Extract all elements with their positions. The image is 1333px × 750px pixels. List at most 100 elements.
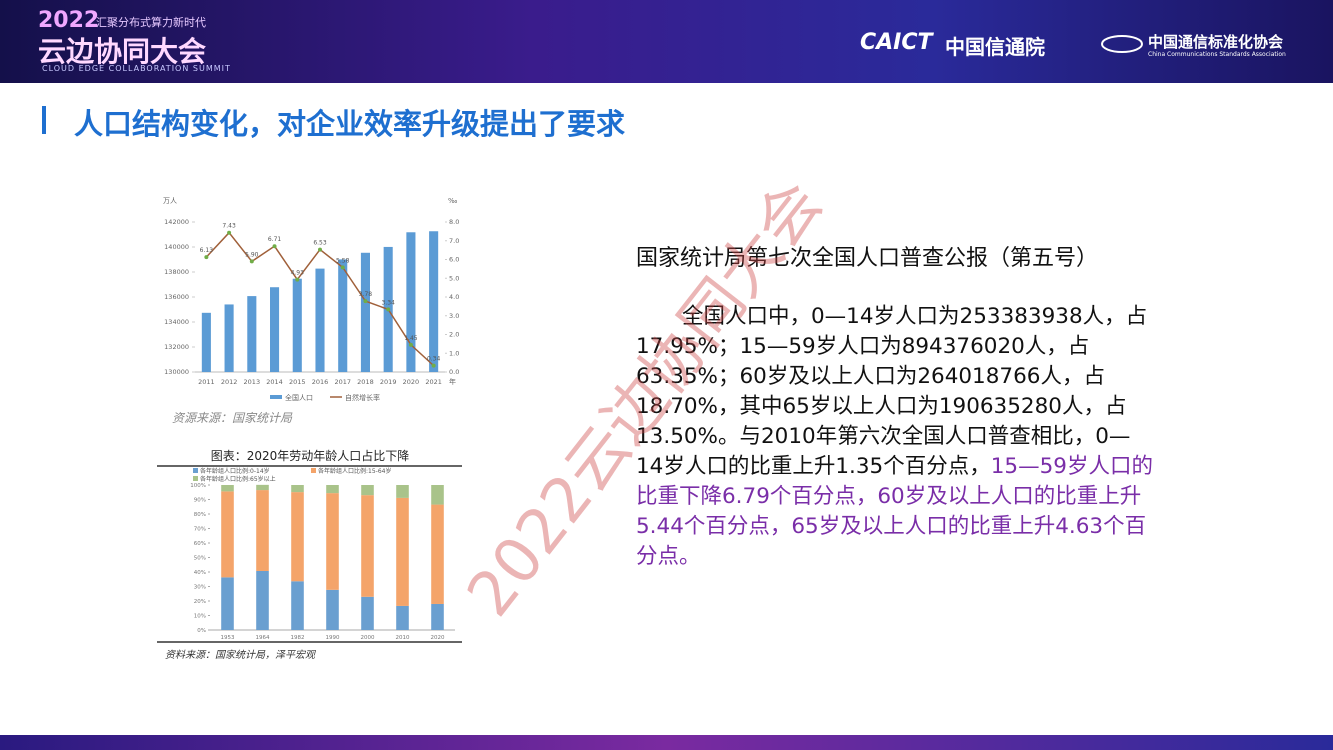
x-axis-label: 年	[449, 377, 456, 386]
x-tick-label: 2012	[221, 378, 238, 386]
y2-tick-label: 1.0	[449, 349, 459, 357]
y2-tick-label: 3.0	[449, 312, 459, 320]
data-label: 6.53	[313, 240, 327, 247]
x-tick-label: 2011	[198, 378, 215, 386]
bar-segment	[221, 485, 234, 492]
legend-swatch	[193, 468, 198, 473]
x-tick-label: 2015	[289, 378, 306, 386]
bar-segment	[361, 485, 374, 496]
line-marker	[227, 230, 232, 235]
y-tick-label: 142000	[164, 218, 189, 226]
data-label: 4.93	[291, 270, 305, 277]
data-label: 6.13	[200, 247, 214, 254]
logo-caict-cn: 中国信通院	[945, 35, 1045, 59]
legend-label: 全国人口	[285, 393, 313, 402]
legend-label: 各年龄组人口比例:0-14岁	[200, 467, 270, 475]
bar-segment	[361, 596, 374, 630]
logo-ccsa-en: China Communications Standards Associati…	[1148, 51, 1286, 58]
bar	[429, 231, 439, 372]
slogan: 汇聚分布式算力新时代	[96, 16, 206, 29]
legend-swatch	[311, 468, 316, 473]
event: 云边协同大会	[38, 35, 207, 68]
y2-tick-label: 8.0	[449, 218, 459, 226]
bar	[292, 278, 302, 372]
bar	[315, 268, 325, 372]
legend-swatch	[270, 395, 282, 399]
bar-segment	[396, 497, 409, 606]
bar	[406, 232, 416, 372]
y-tick-label: 10%	[194, 614, 206, 620]
y-tick-label: 40%	[194, 570, 206, 576]
x-tick-label: 2020	[403, 378, 420, 386]
x-tick-label: 2021	[425, 378, 442, 386]
x-tick-label: 2016	[312, 378, 329, 386]
y2-tick-label: 5.0	[449, 274, 459, 282]
x-tick-label: 2017	[334, 378, 351, 386]
line-marker	[363, 299, 368, 304]
x-tick-label: 2020	[431, 635, 445, 641]
bar	[201, 312, 211, 372]
bar-segment	[291, 581, 304, 630]
bar-segment	[431, 485, 444, 505]
bar	[247, 296, 257, 372]
logo-ccsa: 中国通信标准化协会	[1148, 33, 1284, 51]
bar-segment	[221, 577, 234, 630]
data-label: 1.45	[404, 335, 418, 342]
chart-title: 图表：2020年劳动年龄人口占比下降	[211, 448, 410, 463]
data-label: 7.43	[222, 223, 236, 230]
line-marker	[340, 265, 345, 270]
bar-segment	[256, 570, 269, 630]
bar-segment	[291, 485, 304, 493]
legend-label: 各年龄组人口比例:65岁以上	[200, 475, 276, 483]
x-tick-label: 2014	[266, 378, 283, 386]
highlight-text: 15—59岁人口的比重下降6.79个百分点，60岁及以上人口的比重上升5.44个…	[636, 454, 1153, 569]
data-label: 3.78	[359, 291, 373, 298]
y2-tick-label: 4.0	[449, 293, 459, 301]
source: 资料来源：国家统计局，泽平宏观	[165, 649, 316, 661]
y-tick-label: 140000	[164, 243, 189, 251]
y-tick-label: 0%	[197, 628, 206, 634]
bar-segment	[361, 495, 374, 597]
bar-segment	[326, 485, 339, 494]
legend-label: 各年龄组人口比例:15-64岁	[318, 467, 391, 475]
line-marker	[408, 342, 413, 347]
y-tick-label: 20%	[194, 599, 206, 605]
bar	[224, 304, 234, 372]
y-tick-label: 134000	[164, 318, 189, 326]
data-label: 0.34	[427, 356, 441, 363]
logo-caict: CAICT	[860, 30, 933, 55]
x-tick-label: 1990	[326, 635, 340, 641]
bar-segment	[326, 493, 339, 590]
line-marker	[272, 244, 277, 249]
y-tick-label: 100%	[190, 483, 206, 489]
x-tick-label: 2010	[396, 635, 410, 641]
slide-title: 人口结构变化，对企业效率升级提出了要求	[74, 107, 626, 141]
text-body: 全国人口中，0—14岁人口为253383938人，占17.95%；15—59岁人…	[636, 302, 1156, 572]
event-en: CLOUD EDGE COLLABORATION SUMMIT	[42, 64, 231, 73]
y-tick-label: 138000	[164, 268, 189, 276]
line-marker	[431, 363, 436, 368]
bar-segment	[396, 605, 409, 630]
line-marker	[318, 247, 322, 252]
line-marker	[295, 277, 300, 282]
y-tick-label: 70%	[194, 527, 206, 533]
y2-tick-label: 6.0	[449, 256, 459, 264]
source: 资源来源：国家统计局	[172, 411, 293, 425]
bar	[270, 287, 280, 372]
y-tick-label: 50%	[194, 556, 206, 562]
x-tick-label: 2000	[361, 635, 375, 641]
y-tick-label: 132000	[164, 343, 189, 351]
legend-swatch	[193, 476, 198, 481]
bar-segment	[256, 490, 269, 571]
footer	[0, 735, 1333, 750]
y-tick-label: 80%	[194, 512, 206, 518]
line-marker	[249, 259, 254, 264]
line-marker	[386, 307, 391, 312]
bar-segment	[256, 484, 269, 491]
bar-segment	[326, 589, 339, 630]
bar-segment	[396, 485, 409, 498]
bar-segment	[431, 603, 444, 630]
year: 2022	[38, 8, 100, 33]
line-marker	[204, 255, 209, 260]
